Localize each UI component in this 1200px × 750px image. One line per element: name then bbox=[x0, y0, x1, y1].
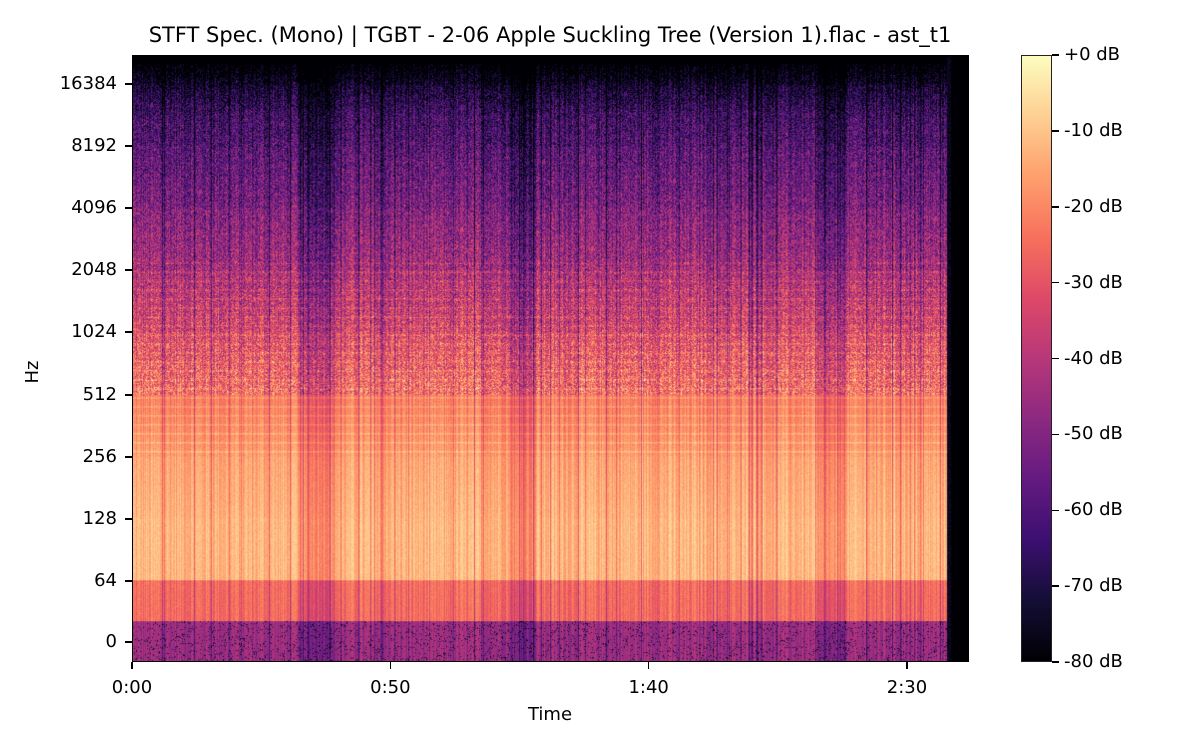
colorbar-tick-mark bbox=[1052, 357, 1059, 360]
colorbar-tick-mark bbox=[1052, 281, 1059, 284]
y-tick-label: 16384 bbox=[59, 73, 117, 94]
x-tick-mark bbox=[906, 662, 908, 669]
colorbar-tick-mark bbox=[1052, 585, 1059, 587]
y-tick-mark bbox=[125, 641, 132, 643]
spectrogram-plot-area bbox=[132, 55, 969, 662]
colorbar-tick-mark bbox=[1052, 509, 1059, 511]
colorbar-tick-label: -20 dB bbox=[1064, 195, 1123, 217]
x-axis-title: Time bbox=[527, 704, 573, 725]
colorbar-tick-mark bbox=[1052, 206, 1059, 208]
colorbar-tick-label: -10 dB bbox=[1064, 119, 1123, 141]
y-tick-label: 2048 bbox=[71, 259, 117, 280]
colorbar-tick-label: -40 dB bbox=[1064, 347, 1123, 369]
colorbar bbox=[1021, 55, 1052, 662]
x-tick-mark bbox=[131, 662, 133, 669]
colorbar-tick-label: -50 dB bbox=[1064, 423, 1123, 445]
colorbar-tick-mark bbox=[1052, 433, 1059, 436]
y-tick-label: 64 bbox=[94, 570, 117, 591]
colorbar-tick-label: -30 dB bbox=[1064, 271, 1123, 293]
colorbar-tick-label: +0 dB bbox=[1064, 44, 1121, 65]
y-tick-mark bbox=[125, 83, 132, 85]
y-tick-label: 4096 bbox=[71, 197, 117, 218]
x-tick-mark bbox=[389, 662, 392, 669]
x-tick-label: 1:40 bbox=[628, 677, 669, 698]
y-tick-mark bbox=[125, 145, 132, 147]
x-tick-label: 0:00 bbox=[111, 677, 153, 698]
colorbar-tick-label: -80 dB bbox=[1064, 651, 1123, 672]
y-tick-label: 0 bbox=[105, 631, 117, 652]
y-axis-title: Hz bbox=[22, 360, 43, 384]
y-tick-mark bbox=[125, 580, 132, 582]
y-tick-mark bbox=[125, 269, 132, 271]
x-tick-label: 2:30 bbox=[886, 677, 928, 698]
y-tick-label: 512 bbox=[82, 384, 117, 405]
y-tick-mark bbox=[125, 518, 132, 520]
chart-title: STFT Spec. (Mono) | TGBT - 2-06 Apple Su… bbox=[148, 23, 952, 47]
x-tick-label: 0:50 bbox=[370, 677, 411, 698]
y-tick-mark bbox=[125, 207, 132, 209]
y-tick-label: 128 bbox=[82, 508, 117, 529]
y-tick-mark bbox=[125, 331, 132, 333]
y-tick-mark bbox=[125, 394, 132, 396]
y-tick-label: 8192 bbox=[71, 135, 117, 156]
y-tick-label: 1024 bbox=[71, 321, 117, 342]
colorbar-tick-mark bbox=[1052, 130, 1059, 132]
y-tick-mark bbox=[125, 456, 132, 458]
x-tick-mark bbox=[647, 662, 650, 669]
spectrogram-heatmap bbox=[133, 56, 968, 661]
y-tick-label: 256 bbox=[82, 446, 117, 467]
colorbar-tick-mark bbox=[1052, 54, 1059, 56]
colorbar-tick-label: -60 dB bbox=[1064, 499, 1123, 521]
colorbar-tick-mark bbox=[1052, 661, 1059, 663]
colorbar-tick-label: -70 dB bbox=[1064, 575, 1123, 597]
